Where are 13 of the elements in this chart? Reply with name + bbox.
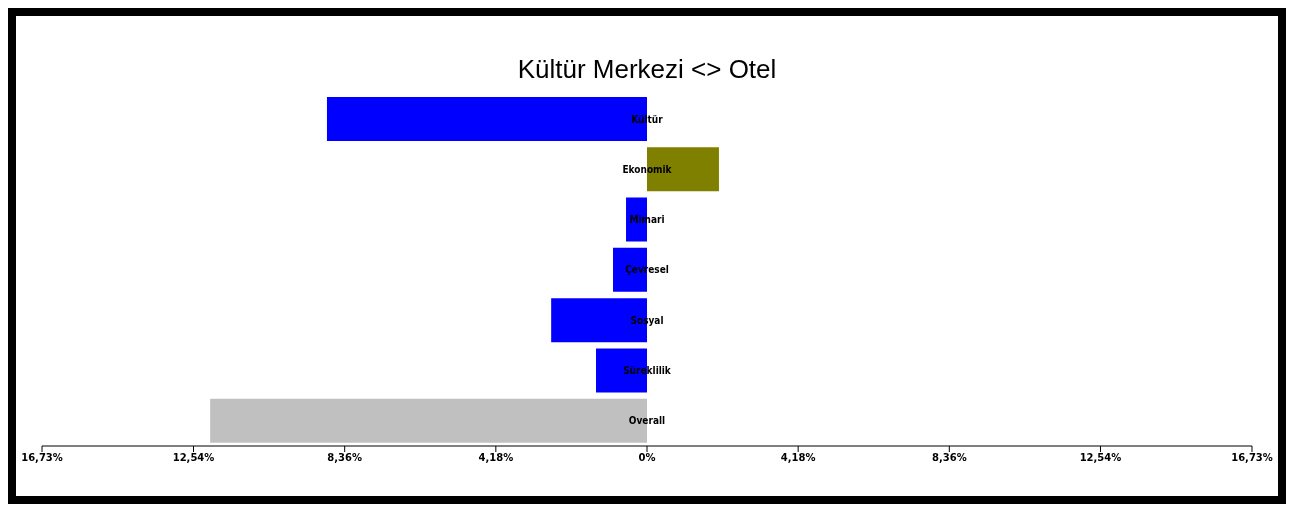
y-tick-label: Mimari — [629, 214, 665, 226]
chart-title: Kültür Merkezi <> Otel — [516, 54, 778, 85]
x-tick-label: 8,36% — [931, 452, 967, 464]
x-tick-label: 16,73% — [21, 452, 63, 464]
x-tick-label: 4,18% — [478, 452, 514, 464]
x-tick-label: 12,54% — [1079, 452, 1122, 464]
x-tick-label: 16,73% — [1231, 452, 1273, 464]
y-tick-label: Sosyal — [630, 314, 664, 326]
y-tick-label: Overall — [628, 415, 666, 427]
x-tick-label: 4,18% — [780, 452, 816, 464]
x-tick-label: 12,54% — [172, 452, 215, 464]
x-tick-label: 0% — [638, 452, 656, 464]
x-tick-label: 8,36% — [327, 452, 363, 464]
